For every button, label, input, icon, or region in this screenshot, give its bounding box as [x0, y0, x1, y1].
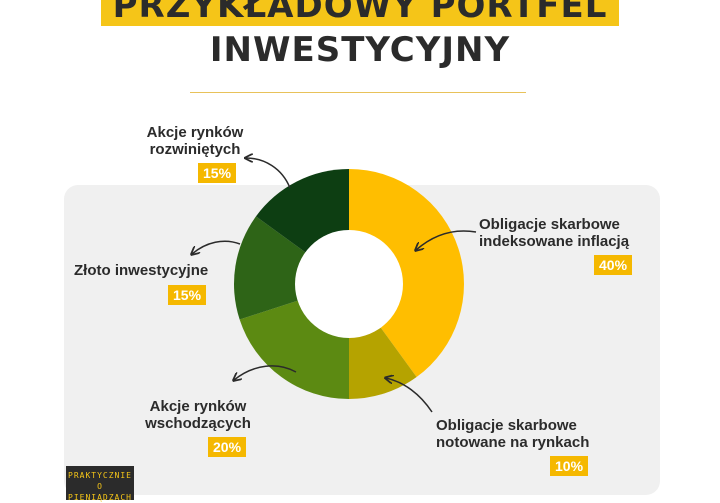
slice-label-developed-stocks: Akcje rynków rozwiniętych [130, 124, 260, 158]
slice-label-line: Obligacje skarbowe [436, 417, 577, 434]
slice-label-line: Złoto inwestycyjne [74, 262, 209, 279]
slice-label-line: Obligacje skarbowe [479, 216, 620, 233]
brand-logo-line: PIENIĄDZACH [68, 493, 132, 502]
arrow-emerging-stocks [234, 365, 297, 380]
donut-hole [295, 230, 403, 338]
slice-label-line: rozwiniętych [149, 141, 241, 158]
donut-slice-inflation-bonds [349, 169, 464, 378]
donut-slice-gold [234, 216, 349, 320]
slice-label-line: Akcje rynków [146, 124, 244, 141]
slice-label-line: wschodzących [145, 415, 251, 432]
slice-value-market-bonds: 10% [550, 456, 589, 476]
page-title-line-1: PRZYKŁADOWY PORTFEL [0, 0, 720, 26]
slice-label-line: notowane na rynkach [436, 434, 590, 451]
slice-value-gold: 15% [168, 285, 207, 305]
page-title-line-2: INWESTYCYJNY [209, 30, 511, 70]
callout-arrows [192, 158, 477, 413]
slice-label-line: Akcje rynków [149, 398, 247, 415]
slice-label-gold: Złoto inwestycyjne [74, 262, 208, 279]
brand-logo: PRAKTYCZNIE O PIENIĄDZACH [66, 466, 134, 502]
slice-label-line: indeksowane inflacją [479, 233, 630, 250]
slice-label-inflation-bonds: Obligacje skarbowe indeksowane inflacją [479, 216, 629, 250]
arrow-developed-stocks [246, 158, 291, 189]
arrow-market-bonds [386, 378, 433, 413]
page-title-highlight: PRZYKŁADOWY PORTFEL [100, 0, 620, 26]
donut-slices [234, 169, 464, 399]
slice-value-emerging-stocks: 20% [208, 437, 247, 457]
brand-logo-line: PRAKTYCZNIE O [68, 471, 132, 491]
arrow-inflation-bonds [416, 230, 477, 250]
title-divider [190, 92, 526, 93]
slice-value-inflation-bonds: 40% [594, 255, 633, 275]
arrow-gold [192, 240, 241, 254]
slice-label-emerging-stocks: Akcje rynków wschodzących [138, 398, 258, 432]
slice-label-market-bonds: Obligacje skarbowe notowane na rynkach [436, 417, 589, 451]
slice-value-developed-stocks: 15% [198, 163, 237, 183]
